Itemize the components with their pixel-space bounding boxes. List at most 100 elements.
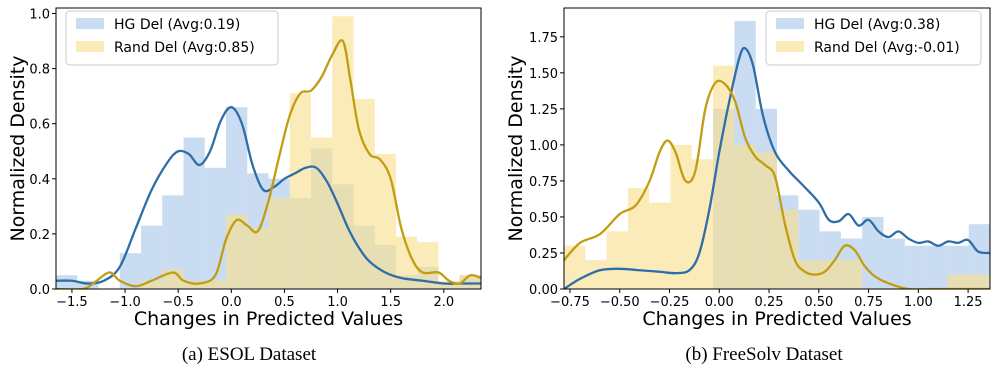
- legend-swatch-hg: [76, 18, 104, 29]
- legend-label-hg: HG Del (Avg:0.19): [114, 17, 240, 33]
- hist-bar-hg-0: [56, 275, 78, 289]
- y-axis-title: Normalized Density: [505, 55, 527, 241]
- hist-bar-hg-15: [883, 238, 905, 289]
- x-axis-title: Changes in Predicted Values: [642, 308, 911, 330]
- x-tick-label-1: −0.50: [600, 295, 640, 310]
- legend-box: [65, 10, 279, 66]
- y-tick-label-7: 1.75: [529, 31, 558, 46]
- x-tick-label-2: −0.5: [162, 295, 194, 310]
- hist-bar-rand-6: [691, 159, 714, 289]
- y-tick-label-1: 0.2: [29, 228, 50, 243]
- hist-bar-hg-17: [926, 245, 948, 289]
- x-tick-label-6: 0.75: [854, 295, 883, 310]
- y-tick-label-4: 0.8: [29, 63, 50, 78]
- x-tick-label-5: 1.0: [327, 295, 348, 310]
- hist-bar-rand-4: [141, 280, 163, 289]
- legend-label-hg: HG Del (Avg:0.38): [814, 17, 940, 33]
- hist-bar-hg-19: [968, 224, 990, 289]
- y-tick-label-2: 0.4: [29, 173, 50, 188]
- subfigure-caption: (a) ESOL Dataset: [182, 344, 317, 365]
- hist-bar-rand-7: [713, 65, 735, 289]
- legend: HG Del (Avg:0.38) Rand Del (Avg:-0.01): [765, 10, 982, 66]
- y-tick-label-0: 0.00: [529, 283, 558, 298]
- hist-bar-rand-6: [183, 280, 205, 289]
- hist-bar-rand-1: [585, 260, 607, 289]
- legend-swatch-rand: [76, 41, 104, 52]
- legend-swatch-hg: [776, 18, 804, 29]
- x-tick-label-0: −1.5: [56, 295, 88, 310]
- x-tick-label-2: −0.25: [650, 295, 690, 310]
- hist-bar-rand-14: [353, 98, 375, 289]
- x-tick-label-1: −1.0: [109, 295, 141, 310]
- x-tick-label-3: 0.0: [221, 295, 242, 310]
- hist-bar-rand-10: [777, 209, 799, 289]
- legend: HG Del (Avg:0.19) Rand Del (Avg:0.85): [65, 10, 279, 66]
- x-tick-label-7: 1.00: [904, 295, 933, 310]
- y-tick-label-5: 1.25: [529, 103, 558, 118]
- plot-frame: [55, 7, 482, 290]
- x-tick-label-6: 1.5: [380, 295, 401, 310]
- kde-line-hg: [56, 106, 481, 285]
- hist-bar-rand-9: [247, 228, 269, 289]
- x-axis-title: Changes in Predicted Values: [134, 308, 403, 330]
- hist-bar-rand-13: [840, 260, 863, 289]
- hist-bar-hg-4: [141, 225, 163, 289]
- hist-bar-rand-11: [289, 93, 311, 289]
- y-tick-label-5: 1.0: [29, 8, 50, 23]
- hist-bar-rand-18: [947, 274, 969, 289]
- hist-bar-rand-9: [755, 152, 777, 289]
- hist-bar-hg-14: [862, 216, 884, 289]
- y-tick-label-6: 1.50: [529, 67, 558, 82]
- hist-bar-hg-7: [204, 167, 226, 289]
- x-tick-label-4: 0.25: [755, 295, 784, 310]
- hist-bar-hg-1: [77, 280, 99, 289]
- x-tick-label-4: 0.5: [274, 295, 295, 310]
- hist-bar-rand-4: [649, 202, 671, 289]
- x-tick-label-7: 2.0: [433, 295, 454, 310]
- plot-area: [564, 20, 990, 289]
- hist-bar-hg-16: [904, 245, 927, 289]
- chart-panel-1: −1.5 −1.0 −0.5 0.0 0.5 1.0 1.5 2.0 0.0 0.2 0.4 0.6 0…: [7, 7, 482, 365]
- hist-bar-rand-18: [438, 280, 460, 289]
- chart-panel-2: −0.75 −0.50 −0.25 0.00 0.25 0.50 0.75 1.00 1.25 0…: [505, 7, 991, 365]
- y-axis-title: Normalized Density: [7, 55, 29, 241]
- hist-bar-hg-6: [183, 137, 205, 289]
- hist-bar-rand-17: [417, 242, 439, 289]
- hist-bar-rand-8: [734, 144, 756, 289]
- hist-bar-rand-3: [627, 188, 650, 289]
- plot-area: [56, 16, 481, 289]
- hist-bar-rand-13: [332, 16, 354, 289]
- hist-bar-rand-5: [670, 144, 692, 289]
- legend-swatch-rand: [776, 41, 804, 52]
- hist-bar-hg-5: [162, 195, 184, 289]
- hist-bar-rand-12: [311, 137, 333, 289]
- x-tick-label-8: 1.25: [954, 295, 983, 310]
- x-tick-label-3: 0.00: [705, 295, 734, 310]
- hist-bar-hg-3: [119, 253, 141, 289]
- subfigure-caption: (b) FreeSolv Dataset: [685, 344, 843, 365]
- legend-label-rand: Rand Del (Avg:-0.01): [814, 40, 960, 56]
- kde-line-hg: [564, 46, 990, 289]
- hist-bar-rand-12: [819, 260, 841, 289]
- hist-bar-rand-16: [396, 236, 418, 289]
- y-tick-label-3: 0.6: [29, 118, 50, 133]
- x-tick-label-5: 0.50: [804, 295, 833, 310]
- hist-bar-rand-15: [374, 154, 396, 289]
- x-tick-label-0: −0.75: [550, 295, 590, 310]
- y-tick-label-2: 0.50: [529, 211, 558, 226]
- hist-bar-rand-8: [226, 214, 248, 289]
- kde-line-rand: [56, 39, 481, 289]
- y-tick-label-3: 0.75: [529, 175, 558, 190]
- y-tick-label-4: 1.00: [529, 139, 558, 154]
- hist-bar-rand-19: [968, 274, 990, 289]
- hist-bar-rand-7: [204, 280, 226, 289]
- hist-bar-rand-2: [606, 231, 628, 289]
- legend-box: [765, 10, 982, 66]
- legend-label-rand: Rand Del (Avg:0.85): [114, 40, 255, 56]
- kde-line-rand: [564, 79, 990, 289]
- y-tick-label-1: 0.25: [529, 247, 558, 262]
- hist-bar-rand-10: [268, 198, 290, 289]
- plot-frame: [563, 7, 991, 290]
